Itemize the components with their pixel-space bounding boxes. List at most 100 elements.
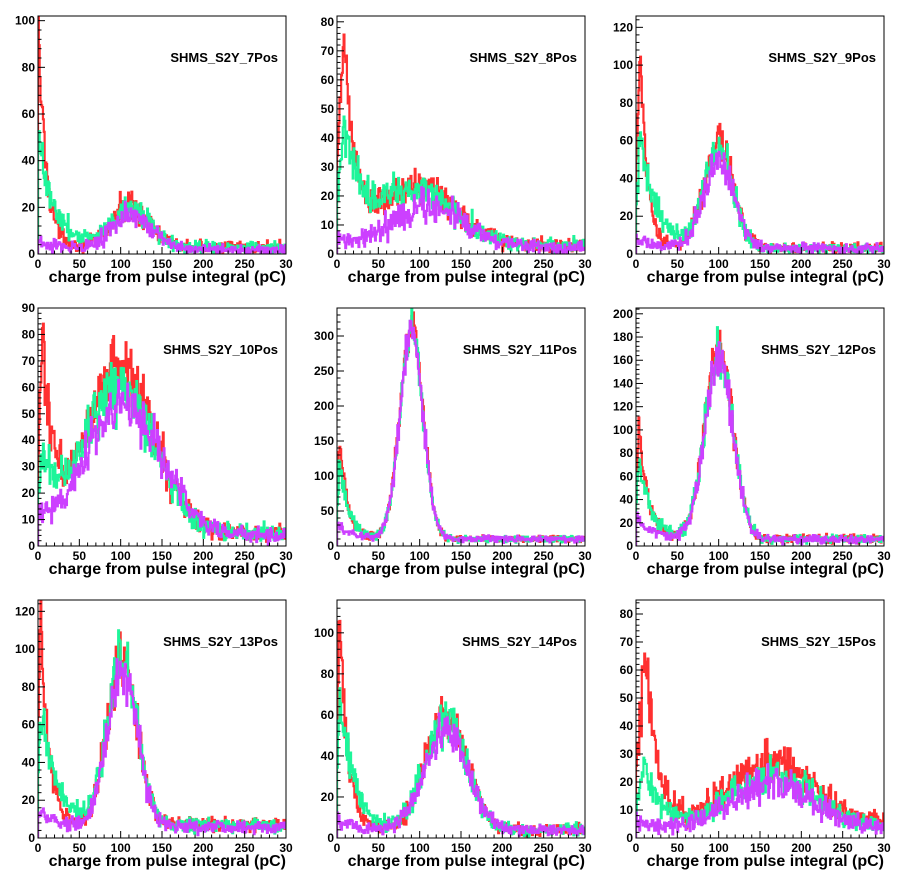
x-tick-label: 150 xyxy=(750,841,770,855)
y-tick-label: 50 xyxy=(321,102,335,116)
x-tick-label: 150 xyxy=(152,257,172,271)
series-green xyxy=(636,326,884,546)
y-tick-label: 60 xyxy=(321,708,335,722)
y-tick-label: 90 xyxy=(22,301,36,315)
y-tick-label: 60 xyxy=(620,134,634,148)
x-tick-label: 250 xyxy=(235,549,255,563)
y-tick-label: 10 xyxy=(620,803,634,817)
x-tick-label: 200 xyxy=(791,549,811,563)
x-tick-label: 150 xyxy=(750,257,770,271)
histogram-panel: 0 50 100 150 200 250 3001020304050607080charge… xyxy=(321,15,592,286)
x-axis-title: charge from pulse integral (pC) xyxy=(647,561,884,578)
y-tick-label: 80 xyxy=(22,327,36,341)
panel-title: SHMS_S2Y_9Pos xyxy=(768,50,876,65)
y-tick-label: 30 xyxy=(321,160,335,174)
y-tick-label: 160 xyxy=(613,353,633,367)
x-axis-title: charge from pulse integral (pC) xyxy=(348,561,585,578)
series-green xyxy=(636,131,884,254)
y-tick-label: 60 xyxy=(22,718,36,732)
y-tick-label: 0 xyxy=(327,831,334,845)
y-tick-label: 80 xyxy=(22,680,36,694)
x-tick-label: 0 xyxy=(35,549,42,563)
y-tick-label: 0 xyxy=(626,247,633,261)
y-tick-label: 200 xyxy=(613,307,633,321)
x-tick-label: 50 xyxy=(372,841,386,855)
x-tick-label: 100 xyxy=(111,549,131,563)
x-tick-label: 30 xyxy=(578,841,592,855)
y-tick-label: 120 xyxy=(613,20,633,34)
y-tick-label: 20 xyxy=(22,200,36,214)
x-tick-label: 50 xyxy=(73,257,87,271)
y-tick-label: 70 xyxy=(22,354,36,368)
series-green xyxy=(38,362,286,546)
y-tick-label: 80 xyxy=(620,96,634,110)
y-tick-label: 40 xyxy=(22,755,36,769)
histogram-panel: 0 50 100 150 200 250 3002040608010012014016018… xyxy=(613,307,891,578)
y-tick-label: 100 xyxy=(15,642,35,656)
y-tick-label: 0 xyxy=(28,539,35,553)
y-tick-label: 40 xyxy=(620,171,634,185)
x-tick-label: 100 xyxy=(410,257,430,271)
y-tick-label: 120 xyxy=(15,604,35,618)
x-tick-label: 250 xyxy=(235,257,255,271)
series-red xyxy=(337,619,585,838)
histogram-panel: 0 50 100 150 200 250 300102030405060708090char… xyxy=(22,301,293,578)
x-tick-label: 100 xyxy=(709,841,729,855)
x-axis-title: charge from pulse integral (pC) xyxy=(348,269,585,286)
x-tick-label: 30 xyxy=(279,257,293,271)
y-tick-label: 60 xyxy=(620,469,634,483)
series-magenta xyxy=(636,762,884,838)
y-tick-label: 50 xyxy=(321,504,335,518)
y-tick-label: 0 xyxy=(28,247,35,261)
y-tick-label: 80 xyxy=(22,60,36,74)
x-tick-label: 200 xyxy=(193,257,213,271)
y-tick-label: 30 xyxy=(620,747,634,761)
y-tick-label: 100 xyxy=(314,469,334,483)
series-red xyxy=(38,322,286,546)
y-tick-label: 100 xyxy=(613,58,633,72)
y-tick-label: 70 xyxy=(321,44,335,58)
x-axis-title: charge from pulse integral (pC) xyxy=(49,561,286,578)
x-tick-label: 100 xyxy=(111,841,131,855)
x-tick-label: 50 xyxy=(671,257,685,271)
y-tick-label: 60 xyxy=(22,380,36,394)
panel-title: SHMS_S2Y_12Pos xyxy=(761,342,876,357)
x-tick-label: 0 xyxy=(633,549,640,563)
x-tick-label: 100 xyxy=(111,257,131,271)
y-tick-label: 180 xyxy=(613,330,633,344)
x-tick-label: 250 xyxy=(235,841,255,855)
y-tick-label: 40 xyxy=(321,749,335,763)
y-tick-label: 80 xyxy=(620,607,634,621)
y-tick-label: 20 xyxy=(620,516,634,530)
x-tick-label: 50 xyxy=(73,549,87,563)
y-tick-label: 80 xyxy=(321,667,335,681)
y-tick-label: 80 xyxy=(321,15,335,29)
y-tick-label: 40 xyxy=(620,493,634,507)
x-tick-label: 150 xyxy=(152,549,172,563)
x-tick-label: 150 xyxy=(750,549,770,563)
x-tick-label: 50 xyxy=(73,841,87,855)
y-tick-label: 0 xyxy=(327,247,334,261)
histogram-panel: 0 50 100 150 200 250 3001020304050607080charge… xyxy=(620,599,891,870)
x-tick-label: 50 xyxy=(372,257,386,271)
y-tick-label: 70 xyxy=(620,635,634,649)
x-tick-label: 150 xyxy=(152,841,172,855)
x-tick-label: 0 xyxy=(35,257,42,271)
series-green xyxy=(337,687,585,838)
series-red xyxy=(38,600,286,838)
y-tick-label: 140 xyxy=(613,376,633,390)
x-axis-title: charge from pulse integral (pC) xyxy=(49,269,286,286)
panel-title: SHMS_S2Y_8Pos xyxy=(469,50,577,65)
x-tick-label: 250 xyxy=(833,257,853,271)
x-tick-label: 200 xyxy=(193,841,213,855)
x-tick-label: 100 xyxy=(410,841,430,855)
x-axis-title: charge from pulse integral (pC) xyxy=(348,853,585,870)
panel-title: SHMS_S2Y_11Pos xyxy=(463,342,577,357)
series-red xyxy=(636,55,884,254)
x-tick-label: 100 xyxy=(709,549,729,563)
x-axis-title: charge from pulse integral (pC) xyxy=(49,853,286,870)
y-tick-label: 40 xyxy=(321,131,335,145)
histogram-panel: 0 50 100 150 200 250 30050100150200250300charg… xyxy=(314,307,592,578)
